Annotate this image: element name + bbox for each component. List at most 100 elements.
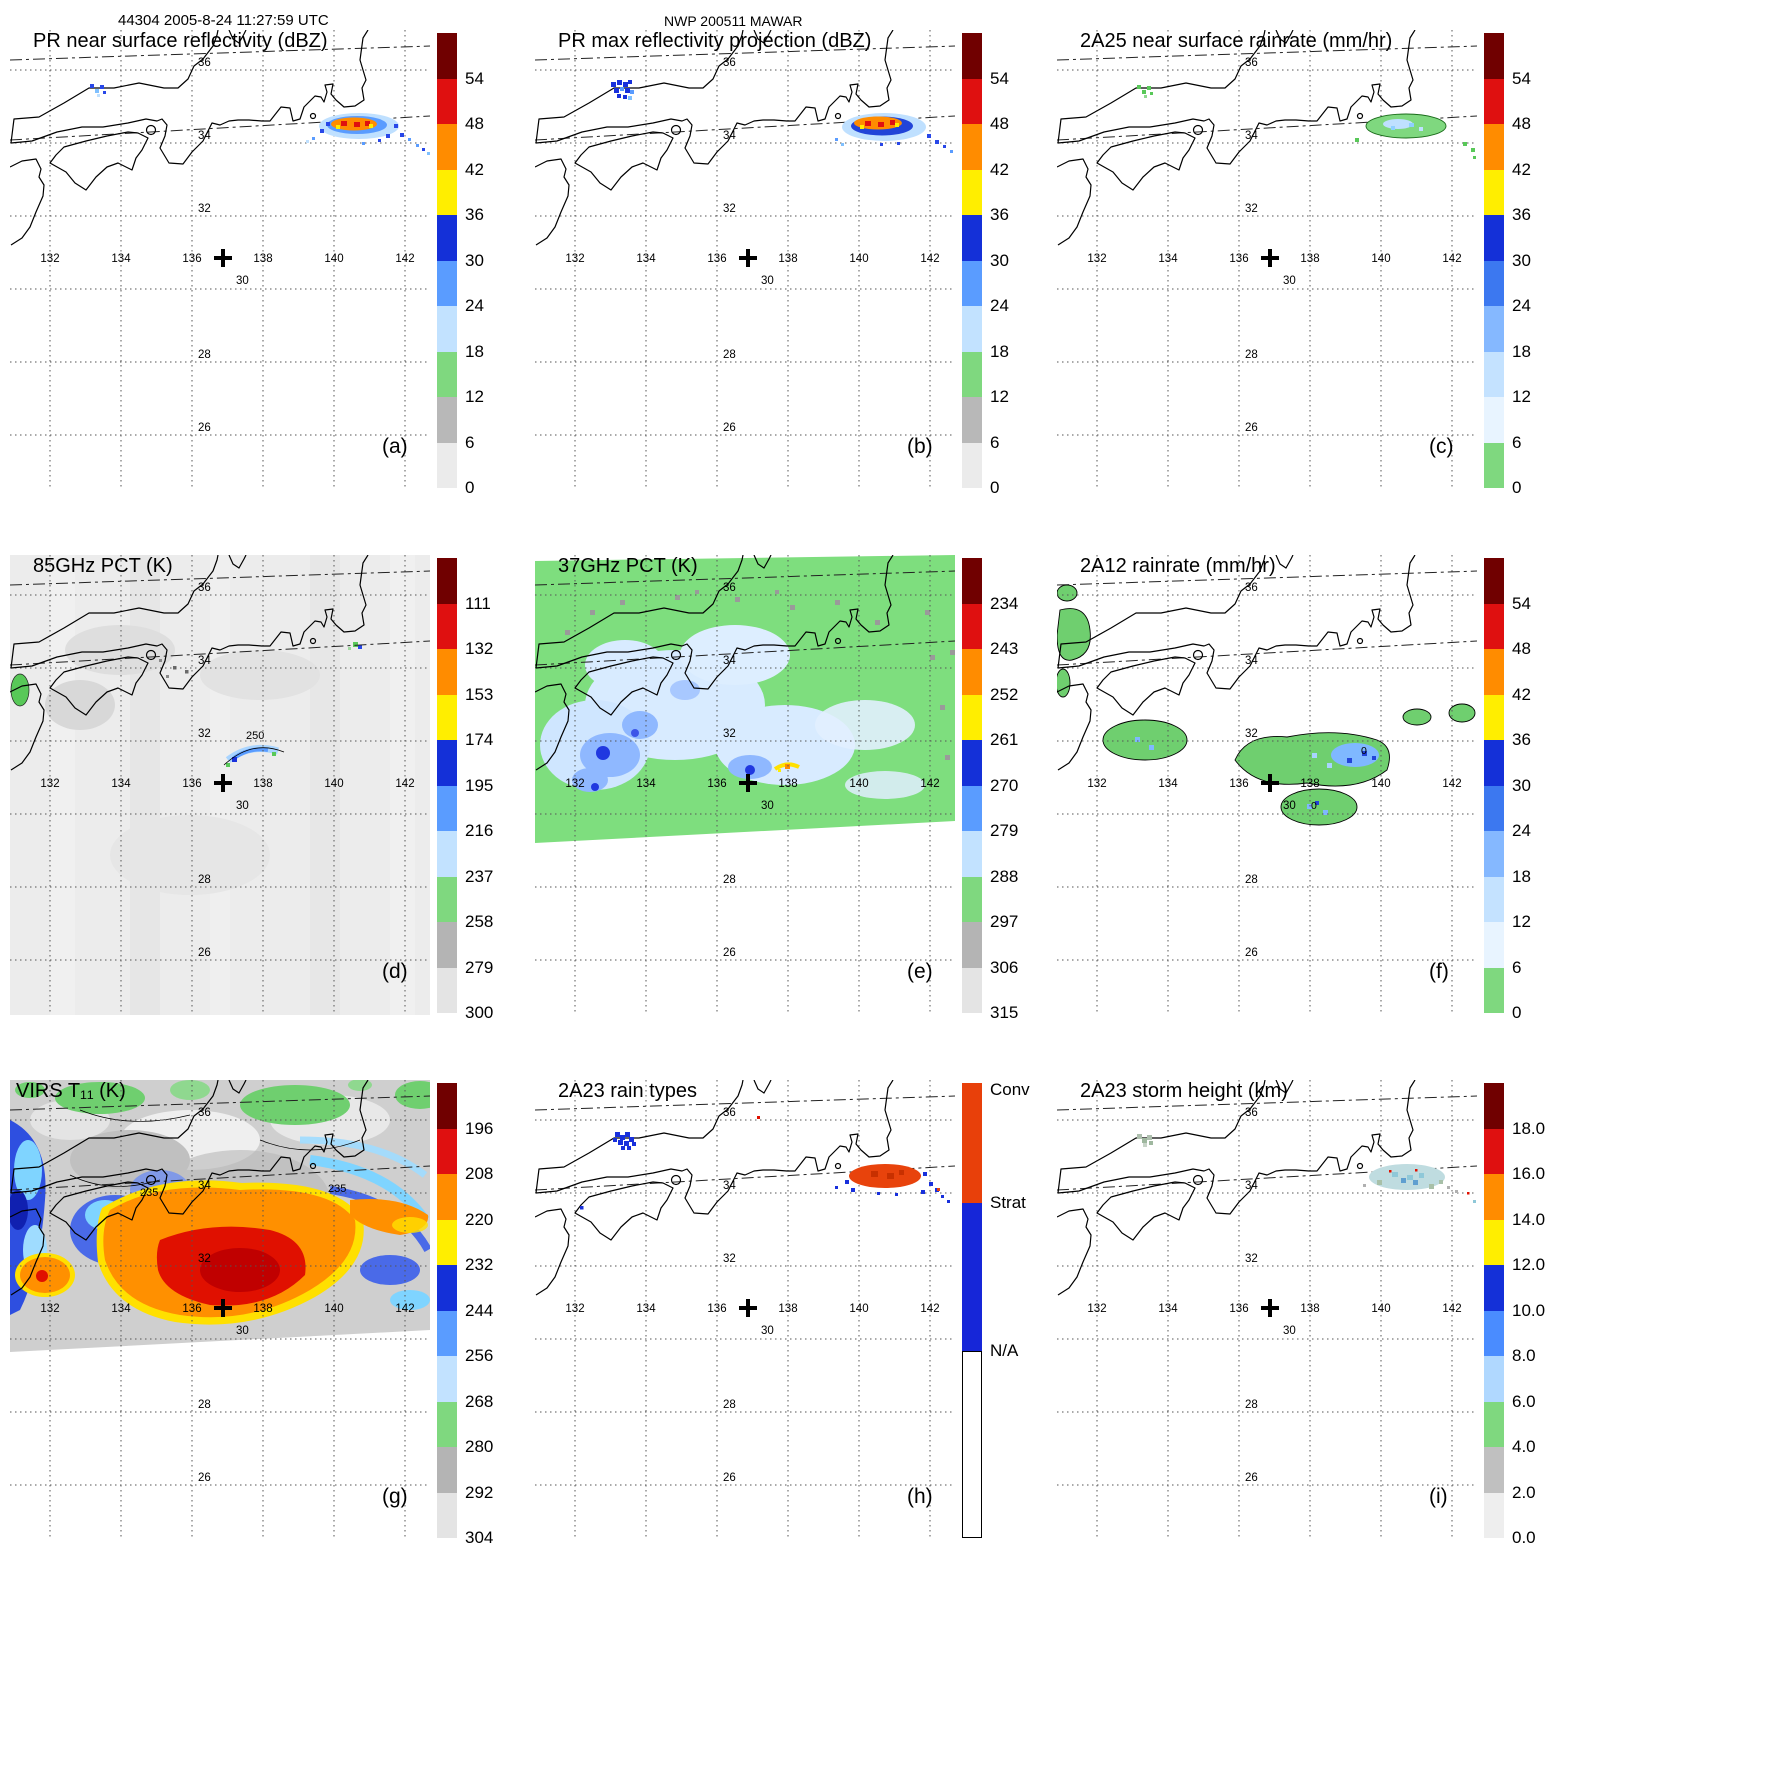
colorbar-tick-label: 48: [465, 114, 484, 133]
colorbar-segment: [1484, 1083, 1504, 1129]
colorbar: 196 208 220 232 244 256 268 280 292 304: [437, 1083, 523, 1547]
colorbar-tick-label: 18: [1512, 866, 1531, 886]
colorbar: 18.0 16.0 14.0 12.0 10.0 8.0 6.0 4.0 2.0 0.0: [1484, 1083, 1570, 1547]
colorbar-tick-label: 306: [990, 957, 1019, 977]
rain-contour-label: 0: [1311, 800, 1317, 812]
virs-field: 235 235: [10, 1080, 430, 1352]
colorbar-segment: [1484, 740, 1504, 786]
colorbar-tick-label: 36: [1512, 205, 1531, 224]
colorbar-tick-label: 297: [990, 912, 1019, 931]
colorbar-tick-label: 111: [465, 593, 491, 613]
colorbar-tick-label: 2.0: [1512, 1482, 1536, 1502]
colorbar-segment: [1484, 78, 1504, 124]
colorbar-tick-label: 36: [465, 205, 484, 224]
colorbar-segment: [437, 876, 457, 922]
colorbar-segment: [962, 1350, 982, 1538]
colorbar-segment: [962, 558, 982, 604]
colorbar-tick-label: 54: [990, 68, 1009, 88]
colorbar-segment: [1484, 831, 1504, 877]
colorbar-tick-label: 6.0: [1512, 1391, 1536, 1411]
rainrate-cells: [1137, 85, 1476, 159]
colorbar-segment: [962, 1202, 982, 1351]
colorbar-bar: [437, 558, 457, 1013]
colorbar: 54 48 42 36 30 24 18 12 6 0: [1484, 33, 1570, 497]
colorbar-tick-label: 30: [990, 250, 1009, 270]
colorbar-tick-label: 42: [990, 159, 1009, 179]
colorbar-segment: [1484, 124, 1504, 170]
colorbar-tick-label: 24: [1512, 296, 1531, 315]
orbit-timestamp: 44304 2005-8-24 11:27:59 UTC: [118, 12, 329, 29]
colorbar-tick-label: 24: [1512, 821, 1531, 840]
panel-tag: (c): [1429, 435, 1454, 458]
colorbar-segment: [437, 442, 457, 488]
colorbar-segment: [437, 1174, 457, 1220]
colorbar-tick-label: 36: [990, 205, 1009, 224]
panel-d: 85GHz PCT (K): [0, 525, 523, 1050]
map-pr-near-surface-reflectivity: [10, 30, 430, 490]
colorbar: 54 48 42 36 30 24 18 12 6 0: [962, 33, 1048, 497]
rainrate-blob-detail: 0 0: [1135, 737, 1379, 815]
colorbar-tick-label: 288: [990, 866, 1019, 886]
colorbar-segment: [437, 169, 457, 215]
colorbar-tick-label: 279: [465, 957, 494, 977]
colorbar-segment: [1484, 1265, 1504, 1311]
colorbar-segment: [962, 306, 982, 352]
colorbar-bar: [962, 33, 982, 488]
colorbar-segment: [962, 1083, 982, 1203]
colorbar-segment: [962, 967, 982, 1013]
colorbar-segment: [962, 124, 982, 170]
colorbar-segment: [437, 922, 457, 968]
colorbar-segment: [437, 603, 457, 649]
colorbar-segment: [962, 831, 982, 877]
colorbar-segment: [1484, 785, 1504, 831]
map-2a12-rainrate: 0 0: [1057, 555, 1477, 1015]
colorbar-tick-label: 54: [1512, 68, 1531, 88]
panel-e: 37GHz PCT (K): [525, 525, 1048, 1050]
storm-name: NWP 200511 MAWAR: [664, 13, 803, 29]
colorbar-tick-label: 0: [990, 478, 1000, 497]
panel-tag: (e): [907, 960, 933, 983]
colorbar-tick-label: Strat: [990, 1192, 1026, 1212]
reflectivity-cells: [611, 80, 953, 153]
panel-c: 2A25 near surface rainrate (mm/hr) 54 48 4…: [1047, 0, 1570, 525]
colorbar-tick-label: 268: [465, 1391, 494, 1411]
colorbar-tick-label: 243: [990, 639, 1019, 658]
colorbar-segment: [1484, 306, 1504, 352]
colorbar-tick-label: 195: [465, 775, 494, 795]
virs-contour-label: 235: [328, 1183, 346, 1195]
colorbar-segment: [962, 922, 982, 968]
colorbar-tick-label: 4.0: [1512, 1437, 1536, 1456]
colorbar-tick-label: 54: [465, 68, 484, 88]
colorbar-segment: [1484, 1174, 1504, 1220]
panel-tag: (b): [907, 435, 933, 458]
colorbar-tick-label: 18: [990, 341, 1009, 361]
colorbar-segment: [962, 876, 982, 922]
colorbar-segment: [962, 33, 982, 79]
colorbar-tick-label: 216: [465, 821, 494, 840]
colorbar-tick-label: 6: [1512, 432, 1522, 452]
colorbar-segment: [962, 649, 982, 695]
colorbar-tick-label: 196: [465, 1118, 494, 1138]
colorbar-segment: [1484, 876, 1504, 922]
colorbar-segment: [1484, 694, 1504, 740]
colorbar-segment: [1484, 967, 1504, 1013]
panel-title: VIRS T₁₁ (K): [16, 1080, 126, 1102]
colorbar-segment: [962, 442, 982, 488]
colorbar-segment: [962, 260, 982, 306]
colorbar-tick-label: 0.0: [1512, 1528, 1536, 1547]
colorbar-tick-label: 42: [465, 159, 484, 179]
colorbar-tick-label: 0: [465, 478, 475, 497]
colorbar-tick-label: 174: [465, 730, 494, 749]
map-2a23-rain-types: [535, 1080, 955, 1540]
colorbar-segment: [1484, 33, 1504, 79]
colorbar-segment: [437, 649, 457, 695]
colorbar: 54 48 42 36 30 24 18 12 6 0: [437, 33, 523, 497]
colorbar: 234 243 252 261 270 279 288 297 306 315: [962, 558, 1048, 1022]
colorbar-segment: [1484, 922, 1504, 968]
panel-tag: (a): [382, 435, 408, 458]
colorbar-tick-label: 315: [990, 1003, 1019, 1022]
colorbar-tick-label: N/A: [990, 1340, 1019, 1360]
colorbar-segment: [962, 785, 982, 831]
colorbar-segment: [437, 1447, 457, 1493]
panel-g: VIRS T₁₁ (K): [0, 1050, 523, 1575]
